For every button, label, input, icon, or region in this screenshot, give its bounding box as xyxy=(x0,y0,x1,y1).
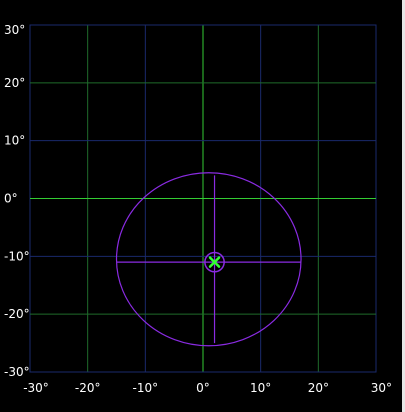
overlay xyxy=(115,172,302,347)
x-tick-label: 30° xyxy=(371,381,392,395)
grid xyxy=(29,24,377,373)
y-tick-label: -10° xyxy=(4,249,30,263)
y-tick-label: -30° xyxy=(4,365,30,379)
frame-edge-right xyxy=(402,0,405,412)
x-tick-label: -30° xyxy=(23,381,49,395)
error-ellipse xyxy=(115,172,302,347)
x-marker-icon xyxy=(208,256,221,268)
y-tick-label: 0° xyxy=(4,192,18,206)
y-tick-label: -20° xyxy=(4,307,30,321)
x-tick-label: -20° xyxy=(75,381,101,395)
y-tick-label: 10° xyxy=(4,134,25,148)
x-tick-label: 0° xyxy=(196,381,210,395)
y-tick-label: 30° xyxy=(4,23,25,37)
tick-labels: 30° 20° 10° 0° -10° -20° -30° -30° -20° -10° 0° 10°… xyxy=(4,23,392,395)
target-ring xyxy=(204,251,225,273)
x-tick-label: -10° xyxy=(133,381,159,395)
x-tick-label: 10° xyxy=(250,381,271,395)
y-tick-label: 20° xyxy=(4,76,25,90)
x-tick-label: 20° xyxy=(308,381,329,395)
